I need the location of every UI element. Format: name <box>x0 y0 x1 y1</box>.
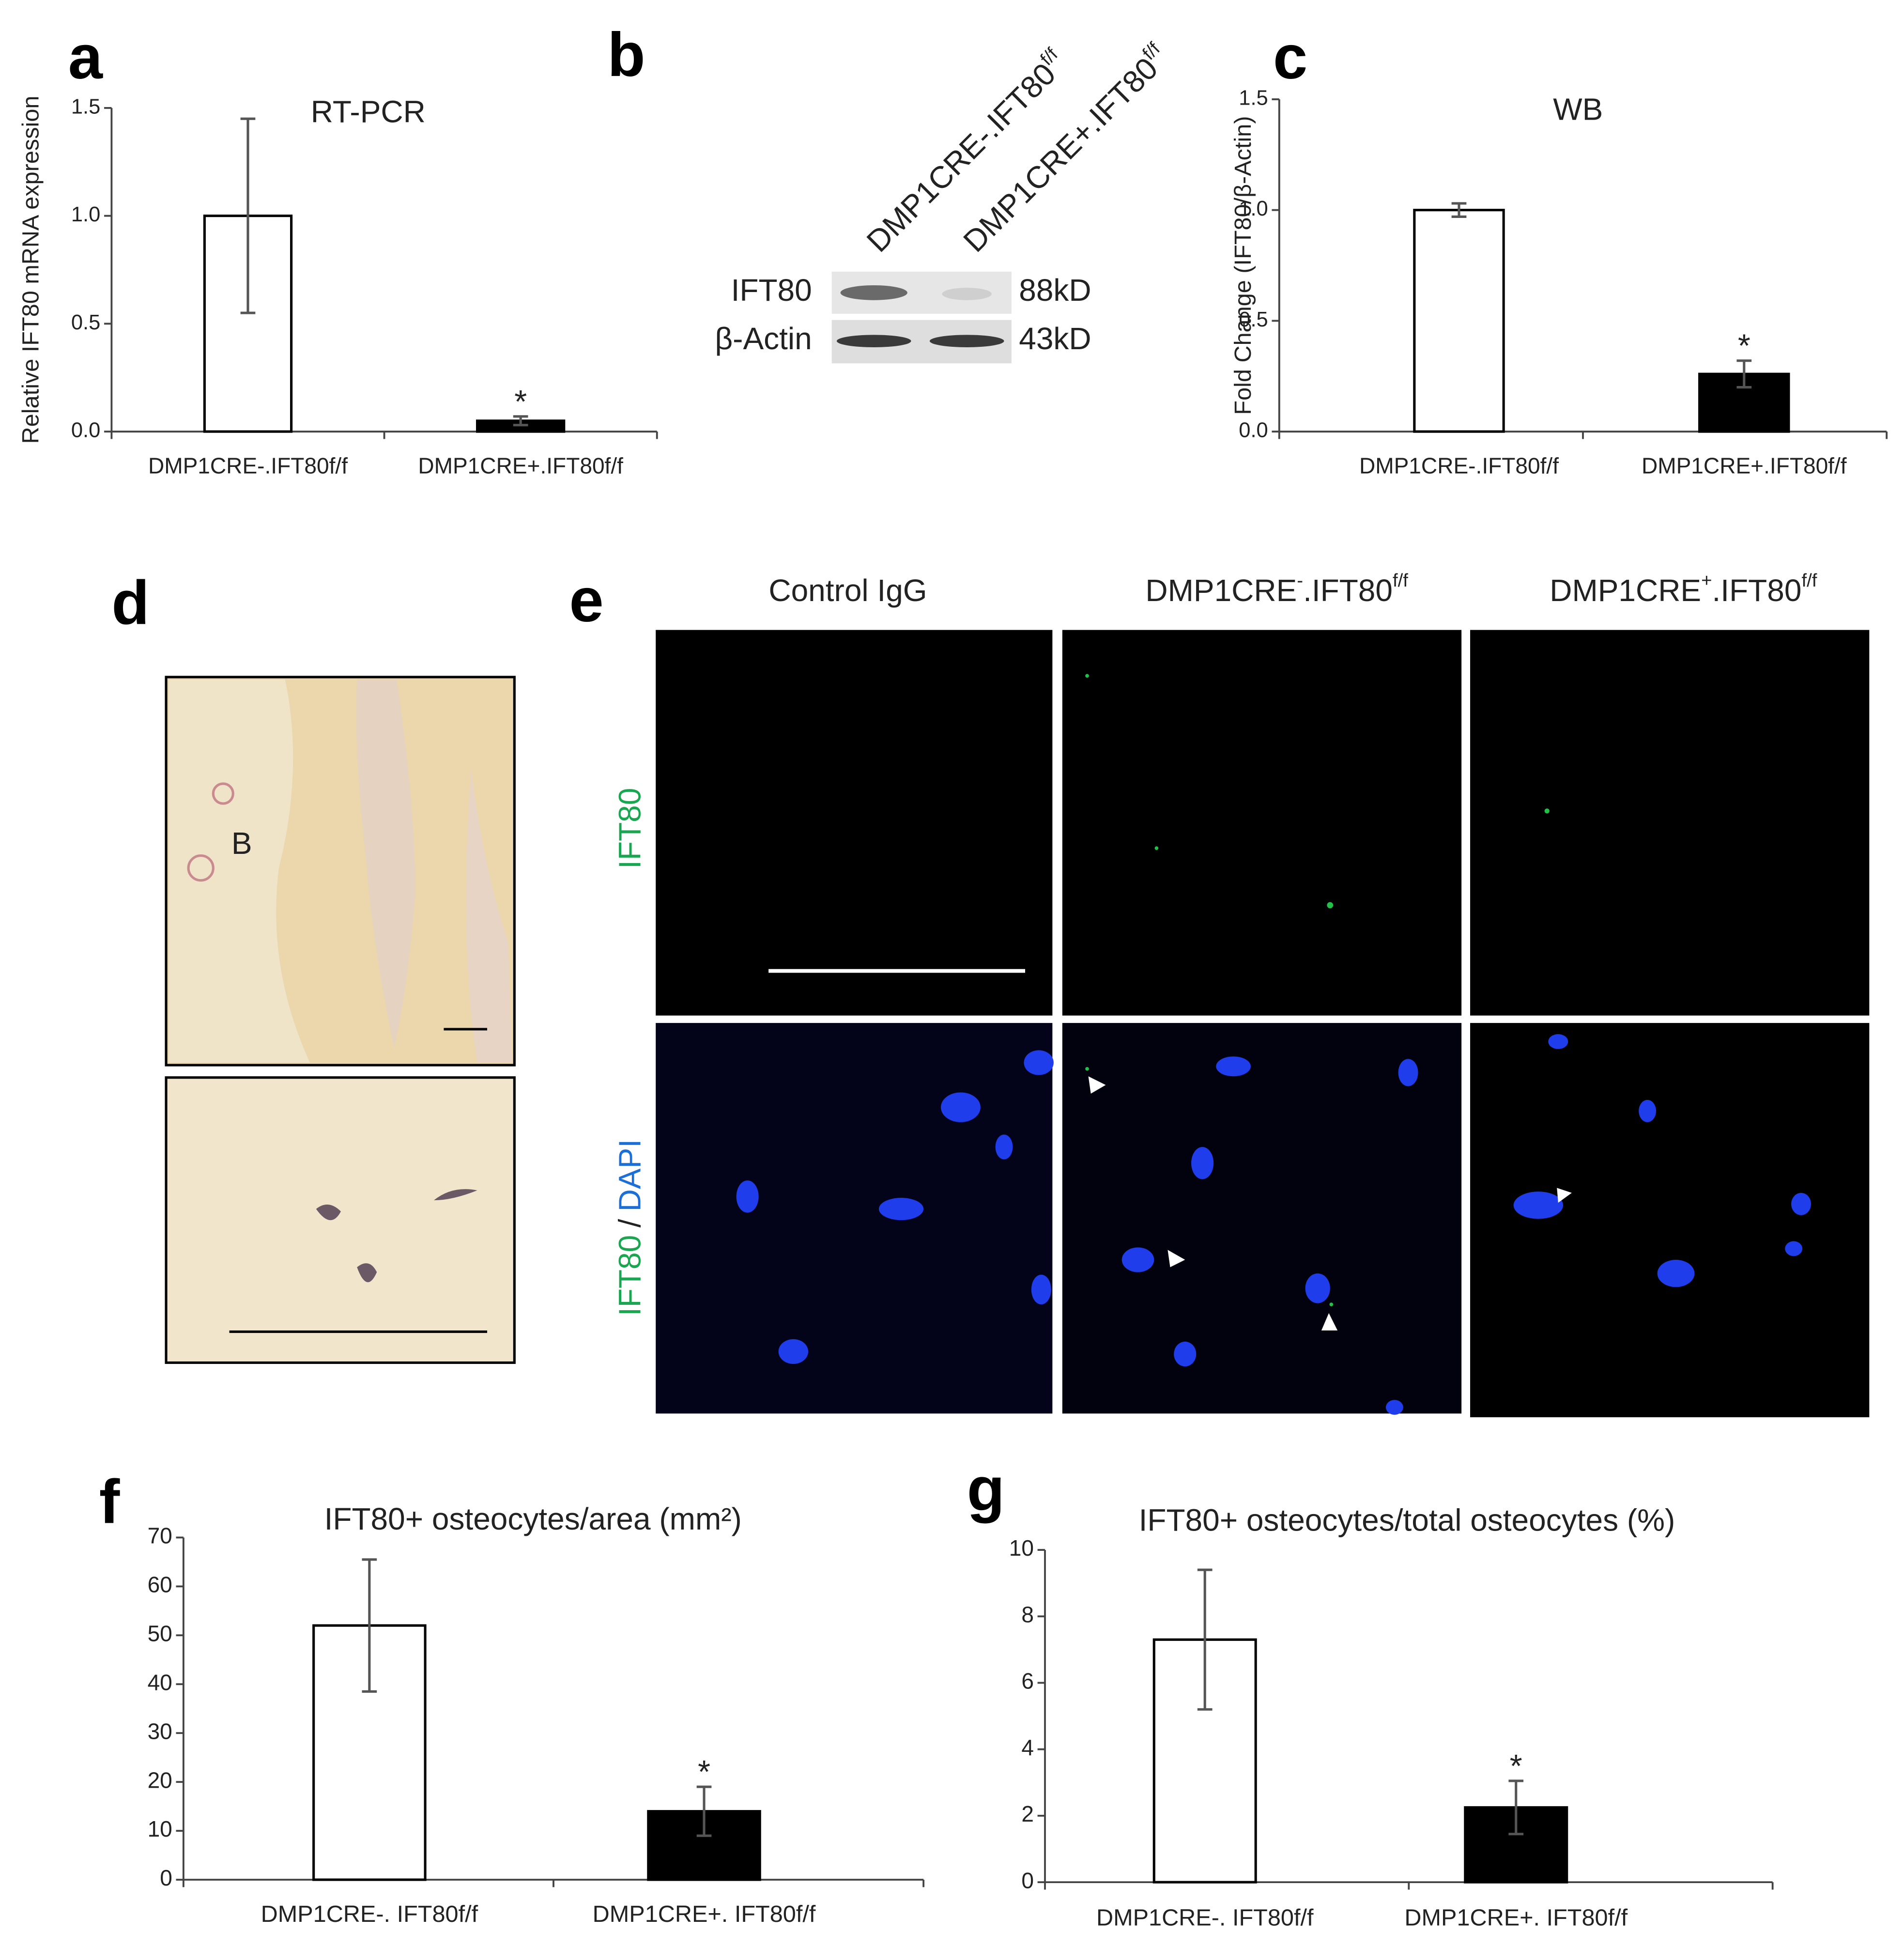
y-tick-label: 20 <box>148 1767 172 1793</box>
x-tick-label: DMP1CRE-.IFT80f/f <box>148 453 348 478</box>
y-tick-label: 0 <box>160 1865 172 1890</box>
y-tick-label: 1.5 <box>71 95 100 118</box>
size-label: 43kD <box>1019 321 1091 356</box>
column-header-sup: f/f <box>1801 570 1817 591</box>
size-label: 88kD <box>1019 273 1091 308</box>
column-header-sup: + <box>1701 570 1712 591</box>
y-tick-label: 8 <box>1021 1602 1034 1627</box>
x-tick-label: DMP1CRE+.IFT80f/f <box>418 453 623 478</box>
y-tick-label: 0.5 <box>71 311 100 334</box>
y-tick-label: 0.0 <box>71 419 100 442</box>
column-header: Control IgG <box>768 573 927 608</box>
chart-title: WB <box>1553 92 1603 126</box>
row-label-text: DAPI <box>612 1139 647 1211</box>
x-tick-label: DMP1CRE+. IFT80f/f <box>593 1901 816 1927</box>
panel-letter: f <box>99 1467 120 1536</box>
y-tick-label: 10 <box>1009 1535 1034 1561</box>
x-tick-label: DMP1CRE+.IFT80f/f <box>1642 453 1847 478</box>
x-tick-label: DMP1CRE-. IFT80f/f <box>261 1901 478 1927</box>
y-tick-label: 2 <box>1021 1801 1034 1826</box>
column-header-text: DMP1CRE <box>1145 573 1297 608</box>
panel-letter: b <box>607 20 645 90</box>
y-tick-label: 0.0 <box>1239 419 1268 442</box>
column-header-sup: - <box>1297 570 1303 591</box>
protein-label: β-Actin <box>715 321 812 356</box>
y-tick-label: 40 <box>148 1670 172 1695</box>
blot-image <box>831 271 1012 364</box>
fluorescence-images <box>656 630 1870 1418</box>
y-tick-label: 50 <box>148 1621 172 1646</box>
panel-letter: d <box>111 568 149 637</box>
row-label-text: IFT80 <box>612 1235 647 1316</box>
column-header-text: .IFT80 <box>1303 573 1393 608</box>
y-tick-label: 4 <box>1021 1735 1034 1760</box>
bar <box>1413 209 1505 433</box>
y-tick-label: 1.5 <box>1239 86 1268 109</box>
row-label-text: / <box>612 1219 647 1227</box>
chart-title: RT-PCR <box>311 94 426 129</box>
panel-letter: a <box>68 23 103 92</box>
significance-label: * <box>1738 328 1750 364</box>
y-axis-label: Relative IFT80 mRNA expression <box>17 96 44 444</box>
protein-label: IFT80 <box>731 273 812 308</box>
chart-title: IFT80+ osteocytes/total osteocytes (%) <box>1139 1503 1675 1538</box>
histology-image <box>165 676 516 1364</box>
y-tick-label: 70 <box>148 1523 172 1548</box>
panel-letter: c <box>1273 23 1307 92</box>
row-label: IFT80 / DAPI <box>612 1139 647 1316</box>
x-tick-label: DMP1CRE+. IFT80f/f <box>1404 1905 1628 1931</box>
column-header-sup: f/f <box>1393 570 1408 591</box>
y-tick-label: 0.5 <box>1239 308 1268 331</box>
panel-letter: g <box>967 1455 1005 1524</box>
row-label: IFT80 <box>612 788 647 869</box>
y-tick-label: 6 <box>1021 1669 1034 1694</box>
x-tick-label: DMP1CRE-.IFT80f/f <box>1359 453 1559 478</box>
y-tick-label: 1.0 <box>1239 197 1268 220</box>
y-tick-label: 30 <box>148 1718 172 1744</box>
region-label: B <box>231 826 252 861</box>
row-label-text: IFT80 <box>612 788 647 869</box>
column-header-text: .IFT80 <box>1712 573 1802 608</box>
chart-title: IFT80+ osteocytes/area (mm²) <box>324 1501 742 1536</box>
significance-label: * <box>514 384 527 420</box>
column-header: DMP1CRE-.IFT80f/f <box>1145 570 1408 608</box>
panel-letter: e <box>569 566 603 635</box>
significance-label: * <box>698 1754 710 1790</box>
y-tick-label: 10 <box>148 1816 172 1841</box>
y-tick-label: 1.0 <box>71 203 100 226</box>
column-header: DMP1CRE+.IFT80f/f <box>1550 570 1817 608</box>
x-tick-label: DMP1CRE-. IFT80f/f <box>1096 1905 1314 1931</box>
y-tick-label: 0 <box>1021 1868 1034 1893</box>
column-header-text: Control IgG <box>768 573 927 608</box>
column-header-text: DMP1CRE <box>1550 573 1701 608</box>
y-axis-label: Fold Change (IFT80/β-Actin) <box>1230 116 1256 415</box>
significance-label: * <box>1510 1748 1522 1784</box>
y-tick-label: 60 <box>148 1572 172 1597</box>
